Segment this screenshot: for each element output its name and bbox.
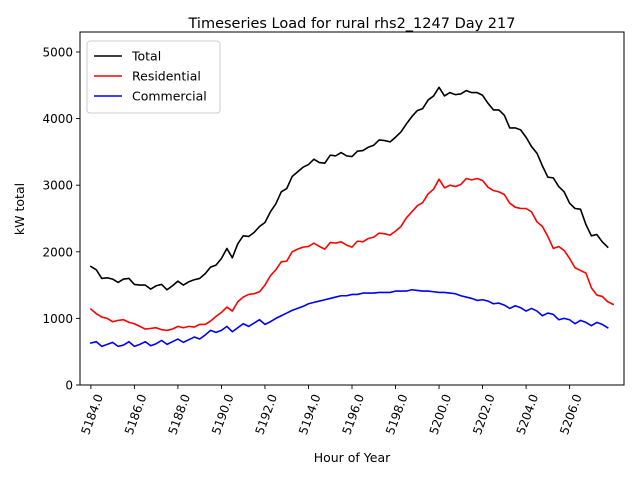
x-axis-label: Hour of Year xyxy=(314,450,391,465)
y-axis: 0 1000 2000 3000 4000 5000 xyxy=(42,45,80,393)
y-tick-label: 2000 xyxy=(42,245,73,259)
y-tick-label: 3000 xyxy=(42,179,73,193)
series-line-residential xyxy=(89,177,615,332)
series-line-commercial xyxy=(89,288,609,348)
legend-label-commercial: Commercial xyxy=(132,89,207,104)
series-line-total xyxy=(89,86,609,291)
plot-lines xyxy=(89,86,615,348)
legend: Total Residential Commercial xyxy=(86,40,221,114)
legend-label-total: Total xyxy=(131,49,161,64)
legend-box xyxy=(86,40,221,114)
chart-title: Timeseries Load for rural rhs2_1247 Day … xyxy=(188,16,516,32)
y-tick-label: 1000 xyxy=(42,312,73,326)
y-tick-label: 4000 xyxy=(42,112,73,126)
y-tick-label: 0 xyxy=(65,379,73,393)
y-tick-label: 5000 xyxy=(42,45,73,59)
legend-label-residential: Residential xyxy=(132,69,201,84)
y-axis-label: kW total xyxy=(12,183,27,235)
